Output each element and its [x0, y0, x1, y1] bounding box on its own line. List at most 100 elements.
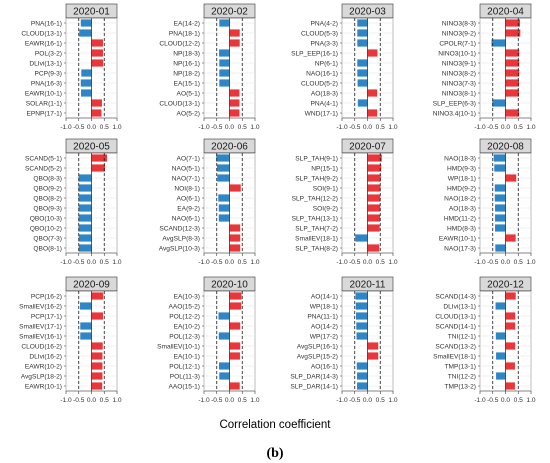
- category-label: NINO3(8-3): [442, 20, 476, 27]
- x-tick-label: 0.5: [514, 259, 523, 266]
- x-tick-label: -1.0: [474, 124, 486, 131]
- bar: [495, 302, 506, 310]
- bar: [494, 164, 506, 172]
- category-label: CLOUD(13-1): [159, 100, 200, 107]
- category-label: EPNP(17-1): [26, 110, 62, 117]
- category-label: EAWR(10-1): [25, 383, 62, 390]
- category-label: CLOUD(5-2): [301, 80, 338, 87]
- bar: [229, 234, 241, 242]
- bar: [494, 194, 506, 202]
- category-label: AO(7-1): [177, 155, 200, 162]
- x-tick-label: 0.0: [363, 259, 372, 266]
- facet-panel-2020-07: 2020-07 SLP_TAH(9-1) NP(15-1) SLP_TAH(9-2) S…: [292, 138, 398, 266]
- bar: [505, 292, 516, 300]
- bar: [493, 154, 506, 162]
- category-label: SCAND(14-1): [435, 323, 476, 330]
- facet-title: 2020-07: [349, 142, 386, 153]
- bar: [91, 362, 103, 370]
- category-label: AvgSLP(16-1): [297, 343, 338, 350]
- category-label: AAO(15-1): [168, 383, 200, 390]
- category-label: SmallEV(18-1): [433, 353, 476, 360]
- x-tick-label: -1.0: [474, 397, 486, 404]
- x-tick-label: -0.5: [211, 124, 223, 131]
- bar: [91, 99, 102, 107]
- category-label: NINO3(9-2): [442, 30, 476, 37]
- bar: [78, 244, 92, 252]
- category-label: NAO(5-1): [172, 165, 200, 172]
- bar: [229, 184, 241, 192]
- category-label: SLP_EEP(6-3): [433, 100, 476, 107]
- category-label: CLOUD(12-2): [159, 40, 200, 47]
- category-label: NAO(17-3): [444, 245, 476, 252]
- category-label: SCAND(13-2): [435, 343, 476, 350]
- category-label: HMD(11-2): [444, 215, 476, 222]
- category-label: NP(18-2): [173, 70, 200, 77]
- x-tick-label: 0.5: [376, 397, 385, 404]
- bar: [229, 244, 241, 252]
- bar: [91, 312, 103, 320]
- facet-panel-2020-02: 2020-02 EA(14-2) PNA(18-1) CLOUD(12-2) NP(18…: [159, 3, 260, 131]
- category-label: CPOLR(7-1): [439, 40, 476, 47]
- bar: [505, 312, 516, 320]
- bar: [367, 352, 379, 360]
- bar: [229, 382, 240, 390]
- bar: [495, 204, 506, 212]
- x-tick-label: 1.0: [112, 259, 121, 266]
- category-label: EA(9-2): [177, 205, 200, 212]
- bar: [505, 29, 521, 37]
- bar: [217, 164, 230, 172]
- category-label: SLP_TAH(7-2): [295, 225, 338, 232]
- bar: [229, 109, 240, 117]
- bar: [355, 292, 368, 300]
- x-tick-label: -1.0: [198, 397, 210, 404]
- x-tick-label: -0.5: [487, 397, 499, 404]
- bar: [91, 109, 102, 117]
- category-label: HMD(9-3): [447, 165, 476, 172]
- bar: [491, 39, 506, 47]
- category-label: CLOUD(5-3): [301, 30, 338, 37]
- x-tick-label: 0.0: [225, 259, 234, 266]
- category-label: AvgSLP(10-3): [159, 245, 200, 252]
- category-label: CLOUD(13-1): [21, 30, 62, 37]
- category-label: AO(14-2): [311, 323, 338, 330]
- bar: [357, 29, 368, 37]
- category-label: NOI(8-1): [174, 185, 200, 192]
- x-tick-label: 0.5: [238, 124, 247, 131]
- category-label: PNA(16-1): [31, 20, 62, 27]
- bar: [229, 292, 242, 300]
- category-label: PNA(4-2): [311, 20, 338, 27]
- facet-title: 2020-06: [211, 142, 248, 153]
- category-label: EAWR(10-1): [25, 90, 62, 97]
- bar: [357, 382, 368, 390]
- x-tick-label: 1.0: [250, 124, 259, 131]
- category-label: POL(12-3): [169, 333, 200, 340]
- category-label: SLP_TAH(13-1): [292, 215, 338, 222]
- category-label: AO(14-1): [311, 293, 338, 300]
- bar: [219, 49, 230, 57]
- category-label: EA(10-2): [174, 323, 200, 330]
- category-label: SLP_TAH(12-2): [292, 195, 338, 202]
- category-label: EA(10-3): [174, 293, 200, 300]
- bar: [91, 49, 103, 57]
- facet-panel-2020-12: 2020-12 SCAND(14-3) DLIvi(13-1) CLOUD(13-1)…: [433, 276, 536, 404]
- x-tick-label: 1.0: [112, 124, 121, 131]
- bar: [218, 194, 230, 202]
- category-label: NAO(7-1): [172, 175, 200, 182]
- bar: [505, 109, 520, 117]
- bar: [357, 19, 368, 27]
- facet-panel-2020-09: 2020-09 PCP(16-2) SmallEV(16-2) PCP(17-1) Sm…: [19, 276, 122, 404]
- bar: [367, 342, 379, 350]
- category-label: QBO(9-3): [33, 205, 62, 212]
- category-label: EA(14-2): [174, 20, 200, 27]
- bar: [78, 184, 92, 192]
- bar: [91, 342, 103, 350]
- category-label: CLOUD(13-1): [435, 313, 476, 320]
- figure-label: (b): [266, 446, 283, 461]
- category-label: HMD(9-2): [447, 185, 476, 192]
- category-label: AO(18-3): [311, 90, 338, 97]
- x-tick-label: -0.5: [211, 259, 223, 266]
- category-label: PCP(9-3): [35, 70, 62, 77]
- bar: [219, 19, 230, 27]
- x-tick-label: 1.0: [250, 397, 259, 404]
- bar: [357, 99, 368, 107]
